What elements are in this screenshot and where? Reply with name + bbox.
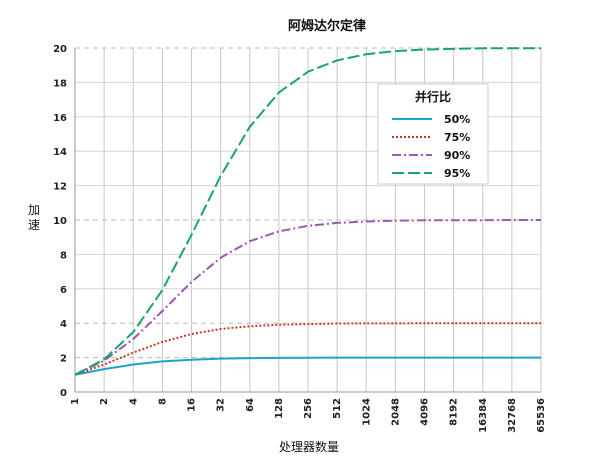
y-tick-label: 6 (60, 285, 67, 296)
legend-label: 50% (444, 113, 470, 126)
x-tick-label: 16 (187, 398, 198, 412)
series-lines (74, 47, 541, 376)
x-tick-label: 8 (157, 398, 168, 405)
series-line-75pct (74, 322, 541, 376)
y-axis-title: 加速 (28, 203, 40, 232)
chart-title: 阿姆达尔定律 (288, 18, 366, 34)
legend-items: 50% 75% 90% 95% (392, 113, 470, 180)
y-tick-label: 8 (60, 250, 67, 261)
legend: 并行比 50% 75% 90% 95% (377, 83, 489, 185)
series-line-50pct (74, 356, 541, 376)
series-line-95pct (74, 47, 541, 376)
x-tick-label: 128 (274, 398, 285, 419)
x-tick-label: 2048 (390, 398, 401, 426)
y-tick-label: 10 (53, 216, 67, 227)
x-tick-label: 1024 (361, 398, 372, 426)
y-tick-label: 2 (60, 354, 67, 365)
legend-label: 90% (444, 149, 470, 162)
x-tick-label: 8192 (449, 398, 460, 426)
x-tick-label: 256 (303, 398, 314, 419)
y-tick-label: 16 (53, 113, 67, 124)
axes: 1 2 4 8 16 32 64 128 256 512 1024 2048 4096 8192 16384… (53, 44, 547, 433)
legend-label: 75% (444, 131, 470, 144)
x-tick-label: 1 (70, 398, 81, 405)
y-tick-label: 0 (60, 388, 67, 399)
y-tick-label: 18 (53, 78, 67, 89)
x-tick-label: 2 (99, 398, 110, 405)
y-tick-label: 20 (53, 44, 67, 55)
series-line-90pct (74, 219, 541, 376)
y-tick-label: 14 (53, 147, 67, 158)
x-tick-label: 64 (245, 398, 256, 412)
x-tick-label: 512 (332, 398, 343, 419)
x-tick-label: 65536 (536, 398, 547, 433)
x-tick-label: 16384 (478, 398, 489, 433)
x-tick-label: 4 (128, 398, 139, 405)
legend-title: 并行比 (415, 89, 451, 104)
x-axis-title: 处理器数量 (279, 439, 339, 454)
legend-box (377, 83, 489, 185)
y-tick-label: 4 (60, 319, 67, 330)
y-tick-label: 12 (53, 182, 67, 193)
legend-label: 95% (444, 167, 470, 180)
x-tick-label: 32768 (507, 398, 518, 433)
x-tick-label: 32 (216, 398, 227, 412)
x-tick-label: 4096 (420, 398, 431, 426)
